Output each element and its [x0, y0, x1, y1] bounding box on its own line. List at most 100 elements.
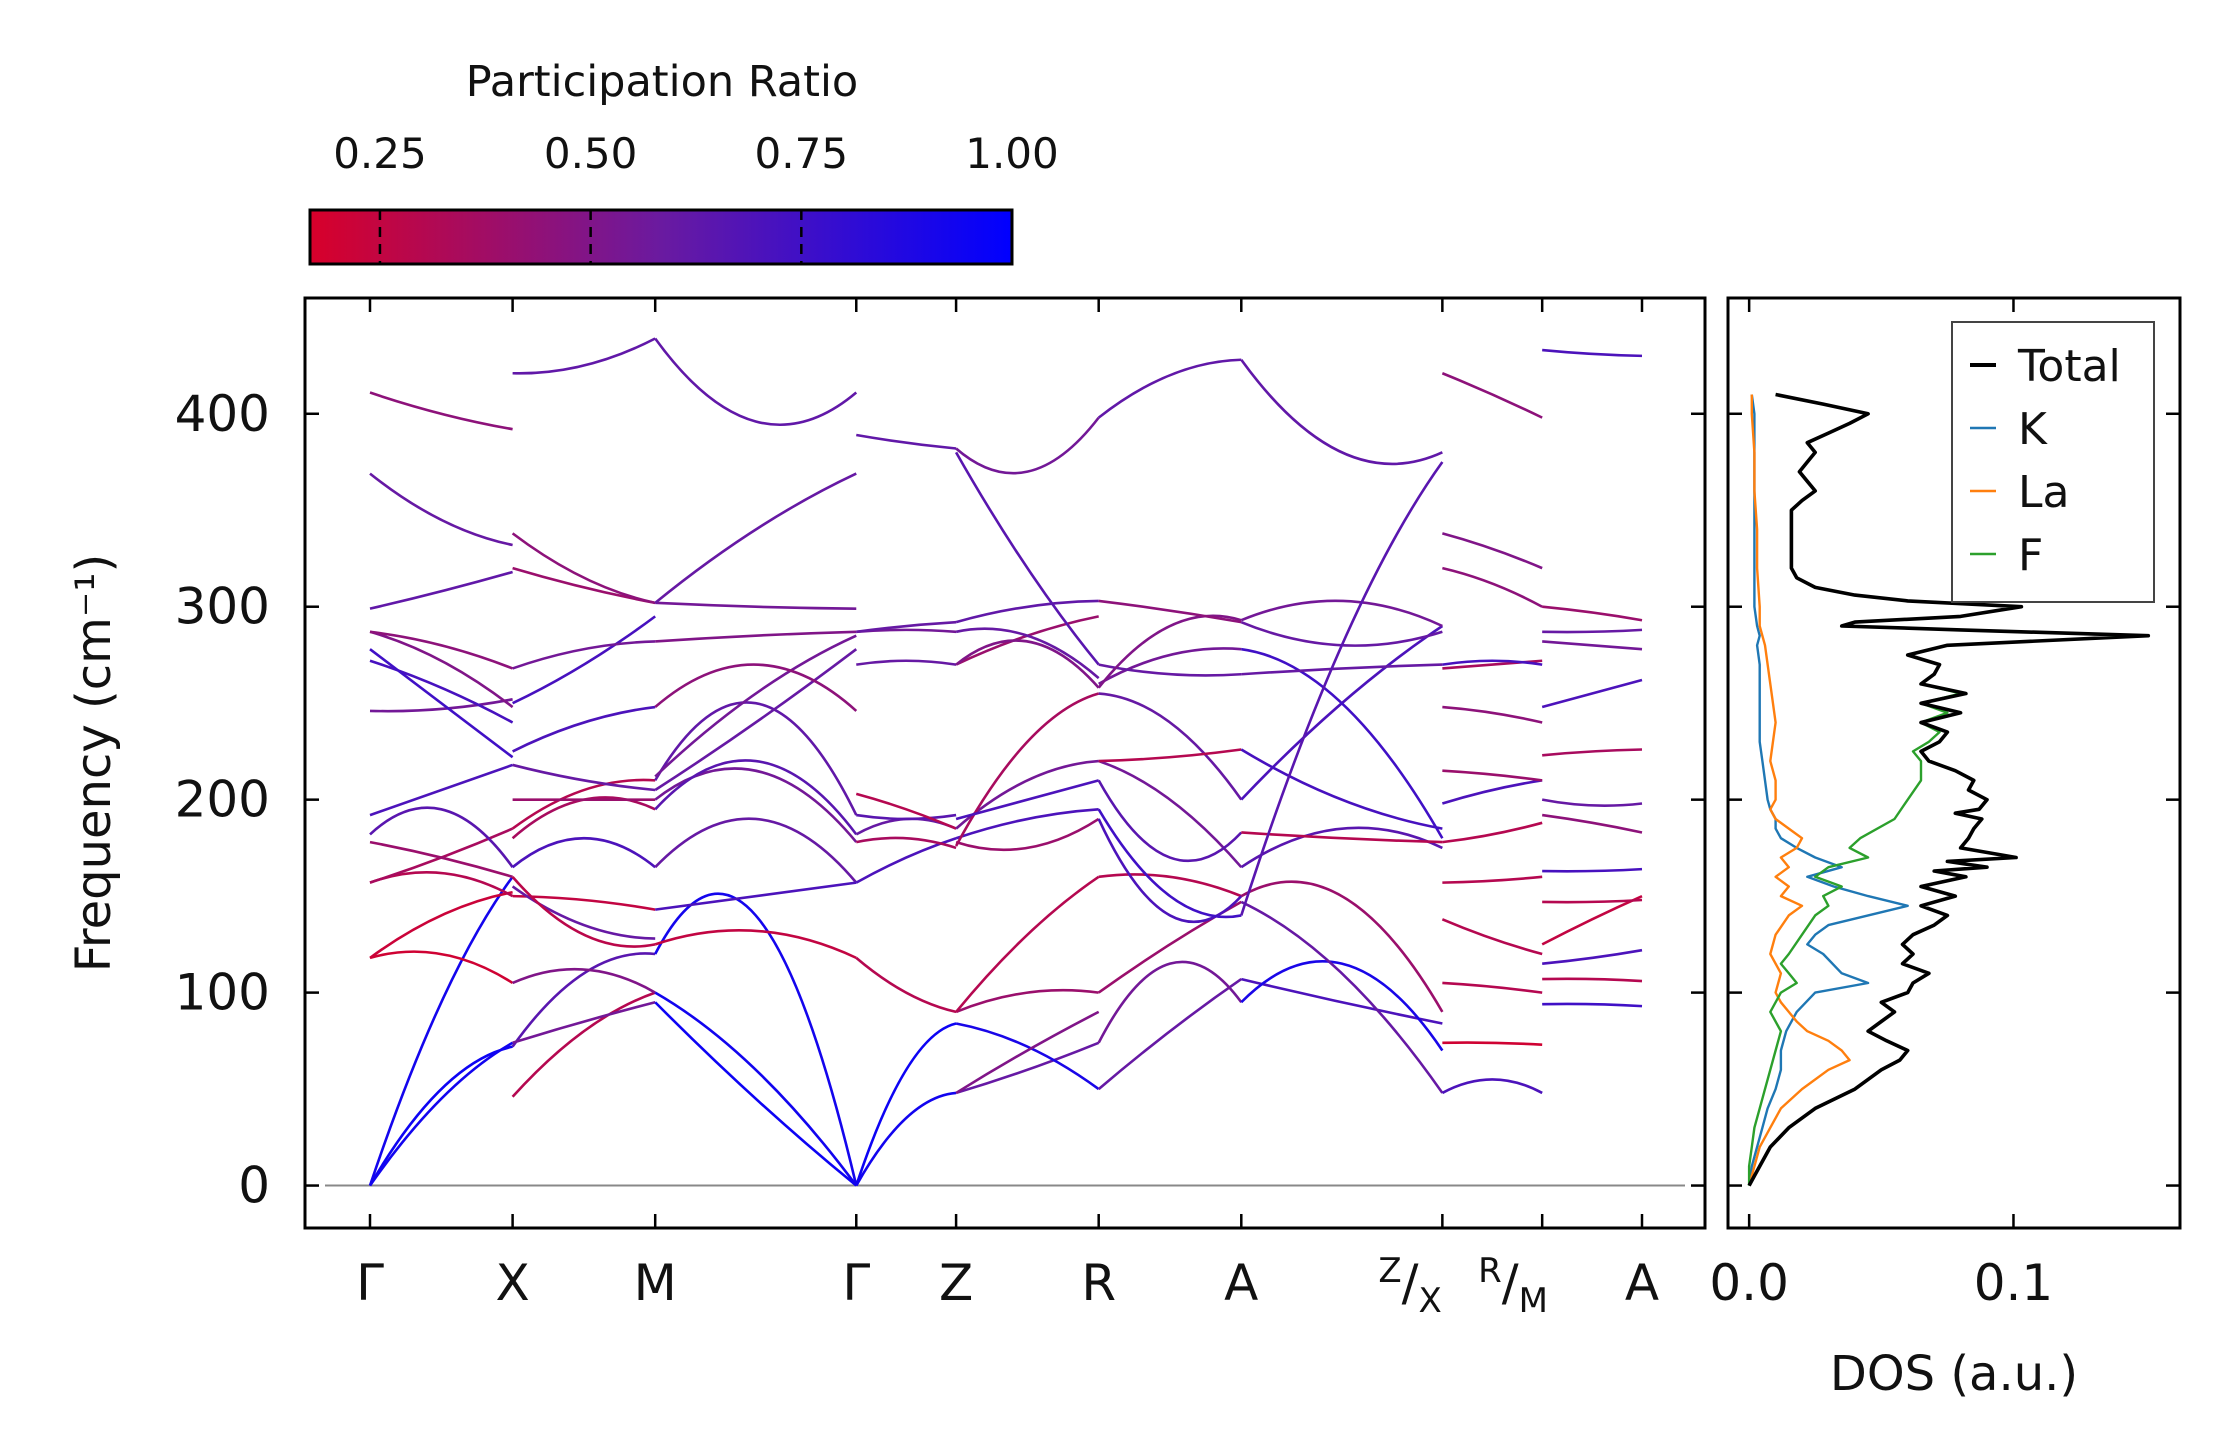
kpath-label: M	[634, 1254, 677, 1312]
band-curve	[511, 875, 656, 948]
frequency-tick-label: 400	[175, 385, 270, 443]
band-curve	[855, 837, 957, 884]
band-curve	[369, 950, 514, 985]
band-curve	[1442, 981, 1543, 994]
band-curve	[1240, 900, 1444, 1094]
kpath-label: R/M	[1478, 1251, 1548, 1321]
band-curve	[512, 967, 656, 994]
band-curve	[955, 1010, 1100, 1095]
kpath-label: Γ	[356, 1254, 384, 1312]
band-curve	[369, 648, 514, 759]
band-curve	[654, 929, 857, 960]
band-curve	[654, 991, 858, 1187]
band-curve	[1441, 372, 1543, 419]
band-curve	[655, 601, 857, 610]
band-curve	[1240, 977, 1443, 1025]
band-curve	[855, 1091, 957, 1187]
band-structure-panel: 0 100 200 300 400 Γ X M Γ Z R A Z/X R/M A Frequency (…	[66, 296, 1707, 1321]
band-curve	[511, 532, 656, 605]
band-curve	[511, 836, 657, 869]
band-curve	[1098, 873, 1242, 898]
band-curve	[1097, 818, 1243, 924]
band-curve	[369, 659, 514, 724]
band-curve	[1097, 614, 1242, 689]
colorbar-ticks: 0.25 0.50 0.75 1.00	[333, 129, 1059, 264]
dos-line-total	[1747, 392, 2151, 1187]
band-curve	[955, 779, 1100, 821]
band-curve	[955, 627, 1100, 680]
dos-line-k	[1747, 394, 1909, 1186]
band-curve	[1240, 358, 1443, 466]
band-curve	[1241, 831, 1443, 844]
band-curve	[1542, 605, 1643, 622]
band-curve	[654, 1001, 858, 1187]
band-curve	[1441, 1078, 1543, 1095]
band-curve	[856, 659, 957, 666]
band-curve	[369, 890, 513, 959]
band-curve	[512, 705, 656, 753]
band-curve	[369, 630, 514, 670]
band-curve	[654, 337, 858, 426]
band-curve	[654, 663, 858, 712]
kpath-ticks: Γ X M Γ Z R A Z/X R/M A	[356, 298, 1659, 1321]
band-curve	[1541, 678, 1643, 709]
band-curve	[955, 639, 1100, 689]
band-curve	[368, 1045, 513, 1187]
band-curve	[855, 792, 957, 830]
legend-label-total: Total	[2017, 341, 2121, 392]
dos-ticks: 0.0 0.1	[1709, 298, 2180, 1312]
band-curve	[654, 892, 858, 1186]
band-curve	[1542, 348, 1643, 358]
band-curve	[1542, 748, 1643, 757]
kpath-label: Z/X	[1378, 1251, 1441, 1321]
band-curve	[511, 796, 656, 840]
band-curve	[1098, 748, 1242, 763]
legend-label-f: F	[2018, 530, 2043, 581]
dos-panel: 0.0 0.1 DOS (a.u.) Total K La F	[1709, 296, 2182, 1402]
band-curve	[954, 692, 1100, 847]
frequency-axis-label: Frequency (cm⁻¹)	[66, 554, 122, 972]
band-curve	[369, 840, 513, 879]
colorbar-tick-label: 0.75	[755, 129, 849, 178]
band-curve	[856, 433, 957, 450]
band-curve	[369, 570, 513, 610]
band-curve	[955, 1041, 1100, 1095]
band-curve	[1542, 977, 1643, 983]
band-curve	[1241, 663, 1443, 676]
band-curve	[1442, 659, 1543, 670]
band-curve	[1240, 620, 1443, 647]
colorbar-tick-label: 1.00	[965, 129, 1059, 178]
dos-tick-label: 0.0	[1709, 1254, 1789, 1312]
band-curve	[369, 827, 514, 884]
frequency-tick-label: 100	[175, 964, 270, 1022]
phonon-bands	[368, 337, 1643, 1187]
legend-label-la: La	[2018, 467, 2069, 518]
band-curve	[1542, 1002, 1643, 1008]
band-curve	[1441, 918, 1543, 956]
colorbar-label: Participation Ratio	[466, 57, 859, 107]
band-curve	[1542, 640, 1643, 651]
band-curve	[512, 615, 656, 705]
band-curve	[1097, 779, 1243, 863]
band-curve	[369, 391, 513, 431]
band-curve	[955, 599, 1099, 624]
band-curve	[654, 634, 857, 778]
band-curve	[1442, 769, 1543, 782]
band-curve	[1097, 358, 1242, 419]
legend-label-k: K	[2018, 404, 2048, 455]
frequency-tick-label: 300	[175, 578, 270, 636]
band-curve	[1240, 960, 1444, 1052]
band-curve	[1240, 624, 1444, 801]
legend-frame	[1951, 321, 2155, 603]
kpath-label: R	[1081, 1254, 1116, 1312]
band-curve	[1240, 599, 1443, 628]
colorbar: Participation Ratio 0.25 0.50 0.75 1.00	[308, 57, 1059, 266]
band-curve	[369, 806, 514, 868]
band-curve	[512, 640, 656, 670]
band-curve	[654, 767, 858, 843]
band-curve	[1098, 599, 1242, 624]
band-curve	[1241, 647, 1444, 839]
band-curve	[955, 1022, 1100, 1091]
band-curve	[1542, 813, 1643, 834]
band-curve	[955, 875, 1100, 1013]
